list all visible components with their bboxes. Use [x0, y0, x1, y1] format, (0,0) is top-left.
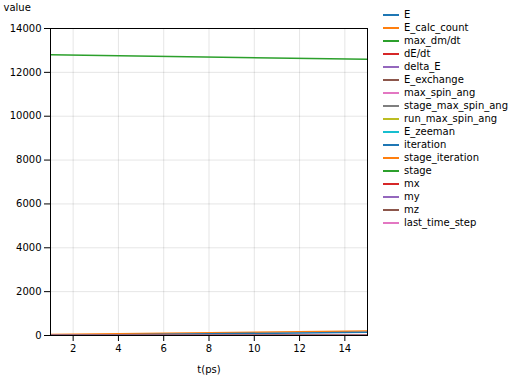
html-text:stage_max_spin_ang: stage_max_spin_ang	[404, 100, 508, 111]
html-text:stage: stage	[404, 165, 432, 176]
svg-text:14000: 14000	[10, 23, 42, 34]
html-text:mx: mx	[404, 178, 420, 189]
html-text:stage_iteration: stage_iteration	[404, 152, 479, 163]
html-text:run_max_spin_ang: run_max_spin_ang	[404, 113, 498, 124]
html-text:my: my	[404, 191, 420, 202]
html-text:max_dm/dt: max_dm/dt	[404, 35, 461, 46]
html-text:E_calc_count: E_calc_count	[404, 22, 469, 33]
html-text:delta_E: delta_E	[404, 61, 441, 72]
svg-text:6000: 6000	[16, 198, 41, 209]
html-text:E_exchange: E_exchange	[404, 74, 464, 85]
svg-text:value: value	[4, 2, 31, 13]
svg-text:10: 10	[248, 343, 261, 354]
svg-text:2000: 2000	[16, 286, 41, 297]
svg-text:6: 6	[161, 343, 167, 354]
html-text:dE/dt: dE/dt	[404, 48, 431, 59]
svg-text:4000: 4000	[16, 242, 41, 253]
html-text:iteration: iteration	[404, 139, 447, 150]
svg-text:t(ps): t(ps)	[197, 364, 220, 375]
svg-text:4: 4	[115, 343, 121, 354]
html-text:last_time_step: last_time_step	[404, 217, 477, 228]
svg-text:0: 0	[35, 330, 41, 341]
html-text:E_zeeman: E_zeeman	[404, 126, 456, 137]
svg-text:12: 12	[293, 343, 306, 354]
html-text:mz: mz	[404, 204, 419, 215]
svg-text:14: 14	[338, 343, 351, 354]
svg-text:8: 8	[206, 343, 212, 354]
html-text:E: E	[404, 9, 411, 20]
svg-text:8000: 8000	[16, 154, 41, 165]
svg-text:12000: 12000	[10, 67, 42, 78]
svg-text:10000: 10000	[10, 110, 42, 121]
html-text:max_spin_ang: max_spin_ang	[404, 87, 476, 98]
svg-text:2: 2	[70, 343, 76, 354]
